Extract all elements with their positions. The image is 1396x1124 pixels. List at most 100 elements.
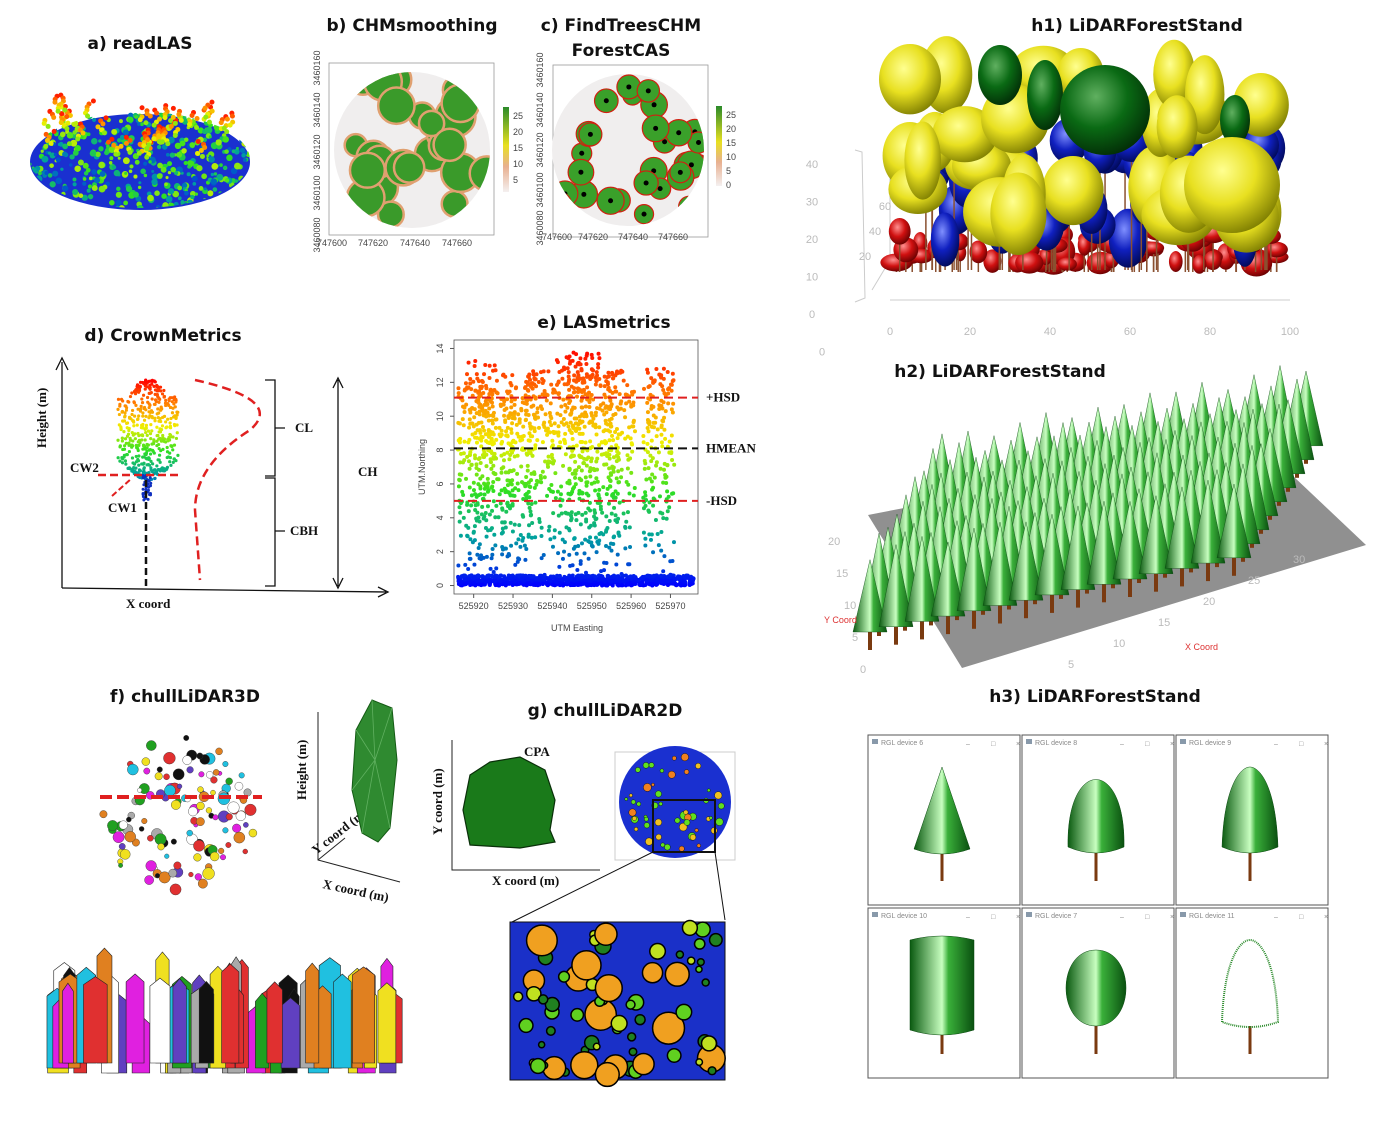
point xyxy=(574,551,579,556)
convex-hull-crystal xyxy=(266,981,283,1064)
lidar-point xyxy=(31,187,39,194)
crown-point xyxy=(127,415,132,419)
panel-f-title: f) chullLiDAR3D xyxy=(110,687,260,707)
close-icon[interactable]: × xyxy=(1170,741,1174,748)
point xyxy=(592,583,597,588)
close-icon[interactable]: × xyxy=(1016,741,1020,748)
tree-top-point xyxy=(195,138,201,144)
y-tick-label: 15 xyxy=(836,568,848,580)
point xyxy=(467,417,472,422)
tree-top-point xyxy=(168,124,174,130)
rgl-window-5[interactable]: RGL device 11– □ × xyxy=(1175,907,1329,1079)
close-icon[interactable]: × xyxy=(1016,914,1020,921)
point xyxy=(608,429,613,434)
point xyxy=(556,551,561,556)
point xyxy=(482,428,487,433)
yellow-crown xyxy=(1156,95,1198,159)
close-icon[interactable]: × xyxy=(1324,741,1328,748)
point xyxy=(631,493,636,498)
point xyxy=(537,516,542,521)
lidar-point xyxy=(124,171,128,175)
point xyxy=(555,411,560,416)
lidar-point xyxy=(38,186,45,192)
point xyxy=(553,390,558,395)
yellow-crown xyxy=(1153,39,1196,109)
crown-point xyxy=(123,415,127,419)
point xyxy=(645,410,650,415)
minimize-icon[interactable]: – xyxy=(966,914,970,921)
rgl-window-0[interactable]: RGL device 6– □ × xyxy=(867,734,1021,906)
point xyxy=(588,474,593,479)
point xyxy=(508,380,513,385)
point xyxy=(597,532,602,537)
point xyxy=(573,512,578,517)
crown-polygon xyxy=(707,1066,717,1076)
minimize-icon[interactable]: – xyxy=(1274,914,1278,921)
point xyxy=(533,443,538,448)
point xyxy=(498,579,503,584)
point xyxy=(605,375,610,380)
point xyxy=(487,512,492,517)
point xyxy=(523,557,528,562)
point xyxy=(536,582,541,587)
lidar-point xyxy=(59,131,66,138)
tree-top-marker xyxy=(692,82,698,88)
lidar-point xyxy=(245,195,250,199)
point xyxy=(473,456,478,461)
rgl-window-2[interactable]: RGL device 9– □ × xyxy=(1175,734,1329,906)
point xyxy=(546,454,551,459)
point xyxy=(576,543,581,548)
point xyxy=(593,382,598,387)
y-tick-label: 4 xyxy=(435,515,445,520)
point xyxy=(567,528,572,533)
crown-point xyxy=(161,447,165,451)
lidar-point xyxy=(38,171,42,176)
point xyxy=(629,583,634,588)
crown-point xyxy=(153,468,157,472)
hull-blob xyxy=(144,875,154,885)
point xyxy=(536,425,541,430)
crown-polygon xyxy=(571,949,602,981)
point xyxy=(658,466,663,471)
point xyxy=(640,575,645,580)
point xyxy=(614,459,619,464)
point xyxy=(607,466,612,471)
crown-point xyxy=(168,425,172,430)
crown-point xyxy=(120,457,125,461)
lidar-point xyxy=(87,193,94,200)
minimize-icon[interactable]: – xyxy=(966,741,970,748)
close-icon[interactable]: × xyxy=(1324,914,1328,921)
rgl-window-3[interactable]: RGL device 10– □ × xyxy=(867,907,1021,1079)
point xyxy=(578,522,583,527)
lidar-point xyxy=(39,185,45,190)
tree-stem xyxy=(946,616,950,635)
minimize-icon[interactable]: – xyxy=(1274,741,1278,748)
crown-polygon xyxy=(525,924,558,957)
minimize-icon[interactable]: – xyxy=(1120,741,1124,748)
lidar-point xyxy=(98,161,106,169)
point xyxy=(518,533,523,538)
lidar-point xyxy=(196,205,203,208)
point xyxy=(591,416,596,421)
crown-point xyxy=(123,437,128,441)
lidar-point xyxy=(62,143,69,150)
crown-polygon xyxy=(718,802,725,810)
tree-top-point xyxy=(101,130,107,136)
rgl-window-4[interactable]: RGL device 7– □ × xyxy=(1021,907,1175,1079)
rgl-window-1[interactable]: RGL device 8– □ × xyxy=(1021,734,1175,906)
lidar-point xyxy=(228,189,235,195)
lidar-point xyxy=(226,154,233,162)
tree-stem xyxy=(1154,573,1158,592)
point xyxy=(541,378,546,383)
point xyxy=(584,374,589,379)
point xyxy=(500,552,505,557)
point xyxy=(563,403,568,408)
point xyxy=(617,480,622,485)
minimize-icon[interactable]: – xyxy=(1120,914,1124,921)
close-icon[interactable]: × xyxy=(1170,914,1174,921)
tree-top-marker xyxy=(558,200,564,206)
crown-point xyxy=(153,380,157,384)
point xyxy=(492,387,497,392)
tree-top-point xyxy=(178,117,184,123)
point xyxy=(583,392,588,397)
